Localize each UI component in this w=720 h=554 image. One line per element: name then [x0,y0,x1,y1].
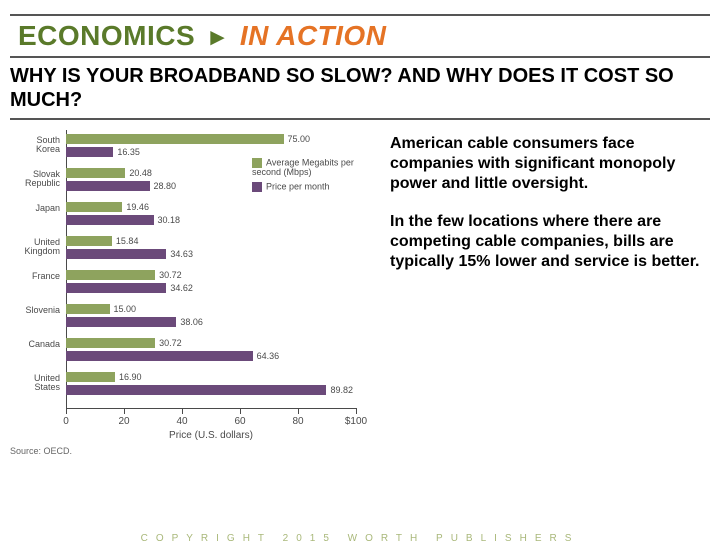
bar-value: 34.62 [170,283,193,293]
bar-value: 15.00 [114,304,137,314]
bar-value: 30.72 [159,270,182,280]
bar-speed [66,372,115,382]
header-inaction: IN ACTION [240,20,387,51]
chart-legend: Average Megabits per second (Mbps) Price … [252,158,380,196]
legend-label: Price per month [266,182,330,192]
x-axis-title: Price (U.S. dollars) [66,430,356,441]
bar-price [66,385,326,395]
chart-source: Source: OECD. [10,446,72,456]
legend-item: Average Megabits per second (Mbps) [252,158,380,178]
xtick-label: 20 [118,416,129,427]
bar-value: 64.36 [257,351,280,361]
xtick-label: 0 [63,416,69,427]
legend-label: Average Megabits per second (Mbps) [252,157,354,177]
xtick-label: 80 [292,416,303,427]
bar-value: 34.63 [170,249,193,259]
broadband-chart: South Korea 75.00 16.35 Slovak Republic 20.4… [10,128,380,466]
xtick-label: 60 [234,416,245,427]
bar-price [66,181,150,191]
bar-speed [66,304,110,314]
bar-value: 16.35 [117,147,140,157]
bar-value: 20.48 [129,168,152,178]
category-label: Slovenia [10,306,60,315]
text-column: American cable consumers face companies … [390,128,710,466]
bar-price [66,317,176,327]
bar-value: 30.72 [159,338,182,348]
bar-value: 38.06 [180,317,203,327]
subtitle-text: WHY IS YOUR BROADBAND SO SLOW? AND WHY D… [10,64,710,112]
bar-value: 15.84 [116,236,139,246]
arrow-icon: ► [206,24,230,51]
body-paragraph-2: In the few locations where there are com… [390,212,710,272]
bar-speed [66,134,284,144]
content-row: South Korea 75.00 16.35 Slovak Republic 20.4… [10,128,710,466]
bar-value: 19.46 [126,202,149,212]
bar-value: 89.82 [330,385,353,395]
chart-column: South Korea 75.00 16.35 Slovak Republic 20.4… [10,128,380,466]
bar-speed [66,236,112,246]
category-label: France [10,272,60,281]
xtick-label: $100 [345,416,367,427]
legend-item: Price per month [252,182,380,192]
footer-copyright: COPYRIGHT 2015 WORTH PUBLISHERS [0,533,720,544]
category-label: Japan [10,204,60,213]
subtitle-bar: WHY IS YOUR BROADBAND SO SLOW? AND WHY D… [10,58,710,120]
bar-value: 75.00 [288,134,311,144]
bar-price [66,351,253,361]
category-label: Canada [10,340,60,349]
category-label: United States [10,374,60,392]
bar-value: 28.80 [154,181,177,191]
bar-value: 16.90 [119,372,142,382]
header-economics: ECONOMICS [18,20,195,51]
bar-speed [66,270,155,280]
category-label: United Kingdom [10,238,60,256]
bar-speed [66,202,122,212]
bar-price [66,249,166,259]
xtick-label: 40 [176,416,187,427]
bar-price [66,283,166,293]
body-paragraph-1: American cable consumers face companies … [390,134,710,194]
bar-price [66,147,113,157]
bar-speed [66,168,125,178]
header-bar: ECONOMICS ► IN ACTION [10,14,710,58]
bar-price [66,215,154,225]
category-label: Slovak Republic [10,170,60,188]
legend-swatch [252,182,262,192]
bar-value: 30.18 [158,215,181,225]
bar-speed [66,338,155,348]
category-label: South Korea [10,136,60,154]
